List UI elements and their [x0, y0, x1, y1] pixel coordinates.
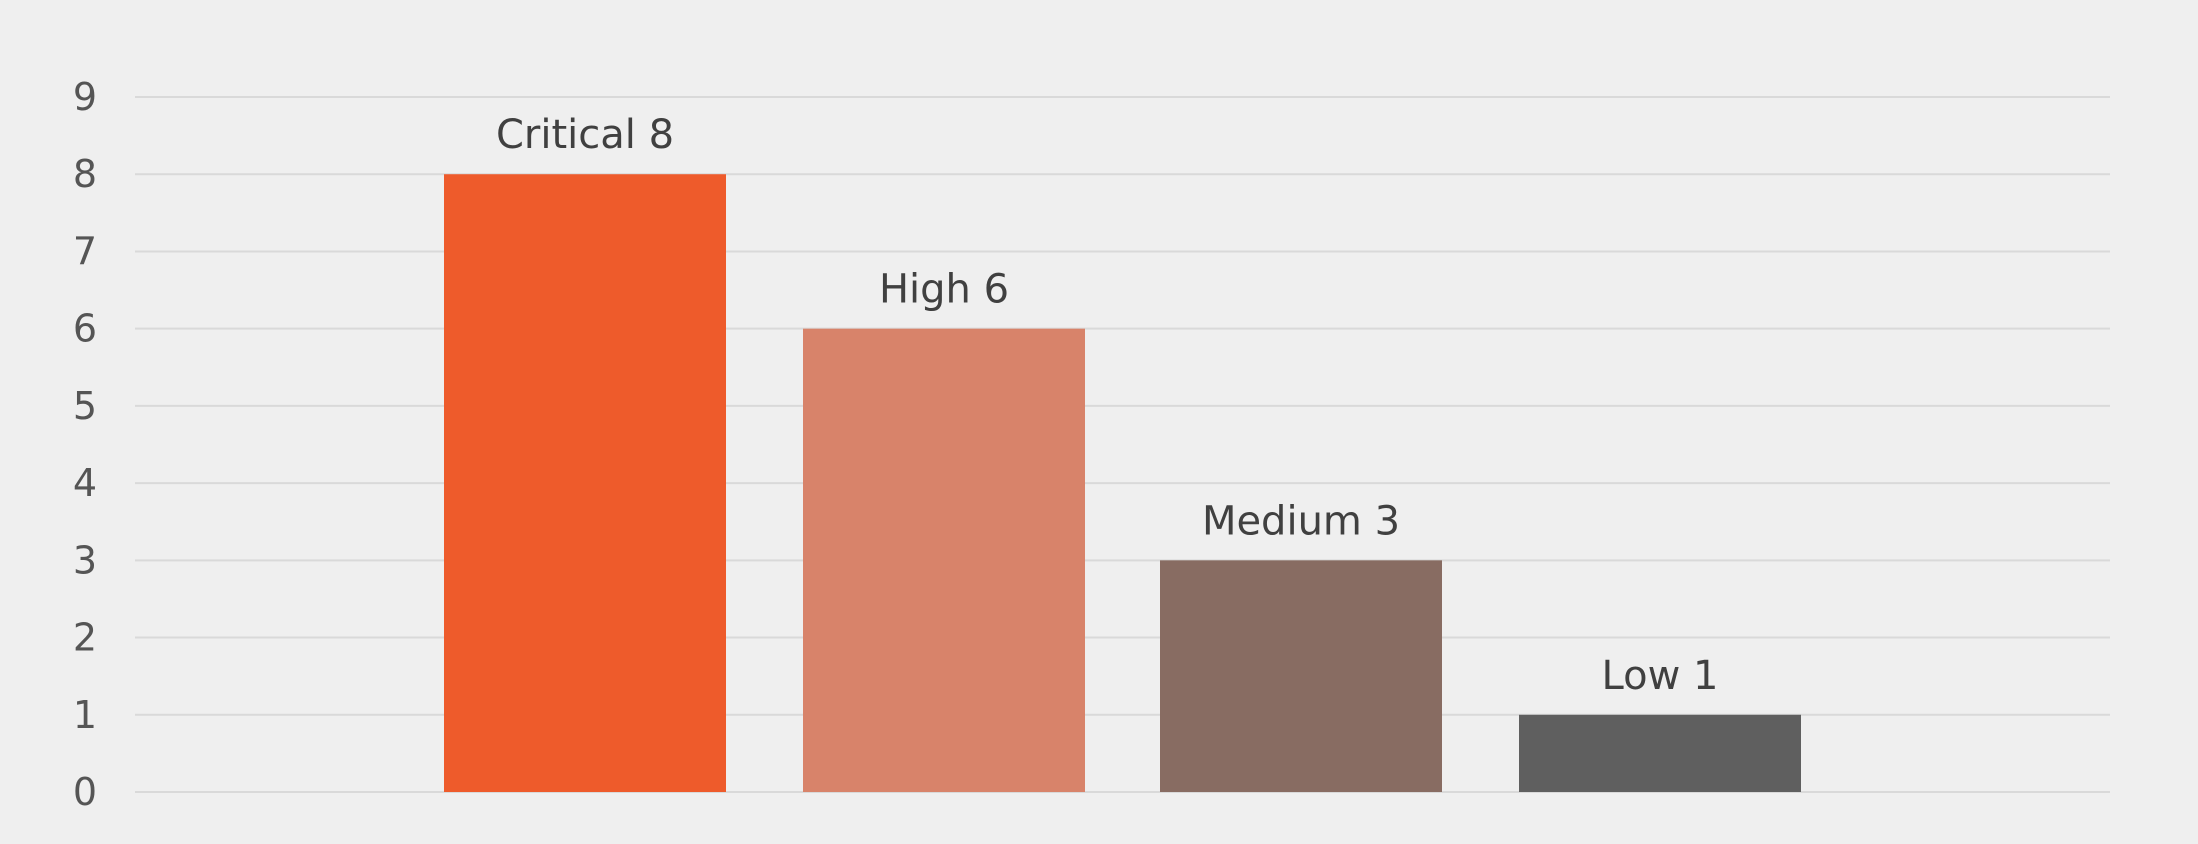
- data-label-medium: Medium 3: [1202, 498, 1400, 544]
- bars: [444, 174, 1801, 792]
- y-tick-label: 9: [73, 75, 97, 119]
- data-label-critical: Critical 8: [496, 112, 674, 158]
- y-tick-label: 7: [73, 229, 97, 273]
- data-label-high: High 6: [879, 267, 1009, 313]
- y-axis-ticks: 0 1 2 3 4 5 6 7 8 9: [73, 75, 97, 814]
- y-tick-label: 1: [73, 693, 97, 737]
- y-tick-label: 2: [73, 616, 97, 660]
- bar-medium: [1160, 560, 1442, 792]
- bar-critical: [444, 174, 726, 792]
- bar-high: [803, 328, 1085, 792]
- data-label-low: Low 1: [1602, 653, 1719, 699]
- y-tick-label: 0: [73, 770, 97, 814]
- gridlines: [135, 96, 2110, 793]
- bar-low: [1519, 714, 1801, 792]
- y-tick-label: 3: [73, 538, 97, 582]
- y-tick-label: 6: [73, 307, 97, 351]
- y-tick-label: 4: [73, 461, 97, 505]
- y-tick-label: 5: [73, 384, 97, 428]
- data-labels: Critical 8 High 6 Medium 3 Low 1: [496, 112, 1719, 699]
- y-tick-label: 8: [73, 152, 97, 196]
